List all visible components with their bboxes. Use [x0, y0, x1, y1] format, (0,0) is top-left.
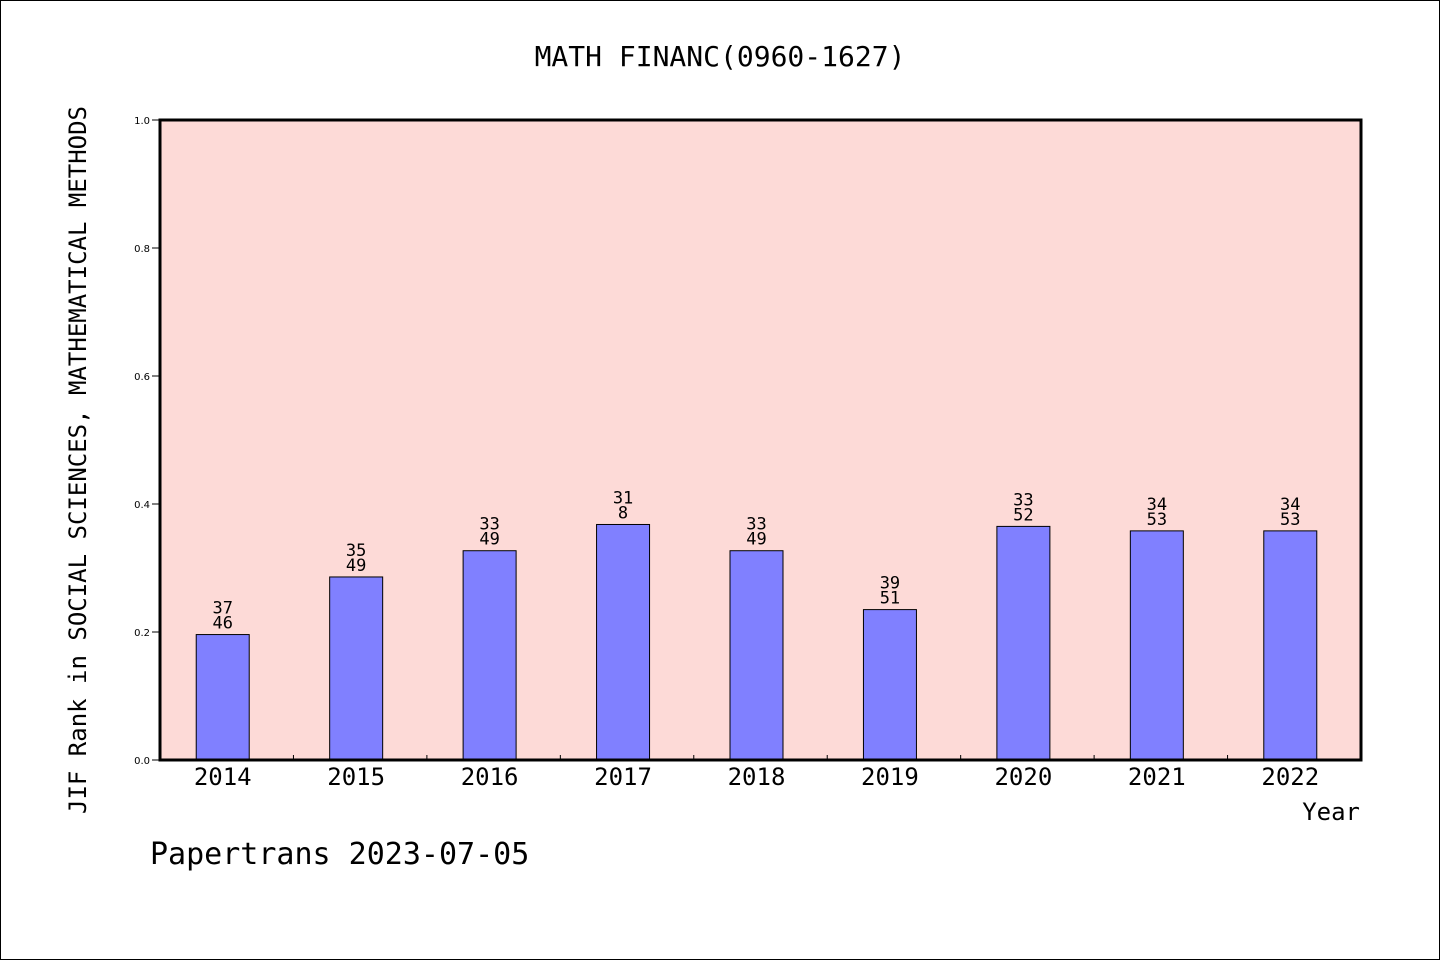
bar-total-label: 49 [346, 556, 366, 576]
bar-total-label: 49 [746, 530, 766, 550]
footer-text: Papertrans 2023-07-05 [150, 837, 529, 872]
bar-rank-label: 31 [613, 488, 633, 508]
bar-2020 [996, 525, 1051, 761]
x-tick-label: 2014 [194, 763, 252, 791]
x-ticks-group: 2014 2015 2016 2017 2018 2019 2020 2021 2022 [194, 755, 1319, 791]
bar-total-label: 8 [618, 503, 628, 523]
bar-2014 [195, 634, 250, 761]
y-tick-label: 1.0 [134, 116, 150, 127]
x-tick-label: 2022 [1261, 763, 1319, 791]
bar-2017 [596, 523, 651, 761]
bar-rank-label: 33 [746, 515, 766, 535]
bar-total-label: 46 [212, 614, 232, 634]
bar-2015 [329, 576, 384, 761]
y-axis-label: JIF Rank in SOCIAL SCIENCES, MATHEMATICA… [64, 106, 92, 814]
x-tick-label: 2018 [728, 763, 786, 791]
y-tick-label: 0.2 [134, 628, 150, 639]
bar-rank-label: 34 [1147, 495, 1167, 515]
bar-total-label: 53 [1280, 510, 1300, 530]
bar-total-label: 49 [479, 530, 499, 550]
x-tick-label: 2019 [861, 763, 919, 791]
bar-rank-label: 34 [1280, 495, 1300, 515]
x-tick-label: 2021 [1128, 763, 1186, 791]
bar-total-label: 52 [1013, 505, 1033, 525]
y-tick-label: 0.0 [134, 756, 150, 767]
chart-title: MATH FINANC(0960-1627) [535, 40, 906, 73]
bar-2021 [1129, 530, 1184, 761]
bar-rank-label: 35 [346, 541, 366, 561]
bar-rank-label: 33 [1013, 490, 1033, 510]
x-tick-label: 2015 [327, 763, 385, 791]
bar-2019 [862, 609, 917, 761]
bar-2018 [729, 550, 784, 761]
y-tick-label: 0.4 [134, 500, 150, 511]
x-axis-label: Year [1302, 798, 1360, 826]
x-tick-label: 2020 [994, 763, 1052, 791]
bar-rank-label: 33 [479, 515, 499, 535]
y-tick-label: 0.6 [134, 372, 150, 383]
bar-rank-label: 37 [212, 599, 232, 619]
bar-2022 [1263, 530, 1318, 761]
y-ticks-group: 0.0 0.2 0.4 0.6 0.8 1.0 [134, 116, 160, 767]
bar-total-label: 51 [880, 589, 900, 609]
x-tick-label: 2016 [461, 763, 519, 791]
bar-2016 [462, 550, 517, 761]
x-tick-label: 2017 [594, 763, 652, 791]
bar-rank-label: 39 [880, 574, 900, 594]
bar-total-label: 53 [1147, 510, 1167, 530]
plot-border [158, 118, 1363, 762]
y-tick-label: 0.8 [134, 244, 150, 255]
